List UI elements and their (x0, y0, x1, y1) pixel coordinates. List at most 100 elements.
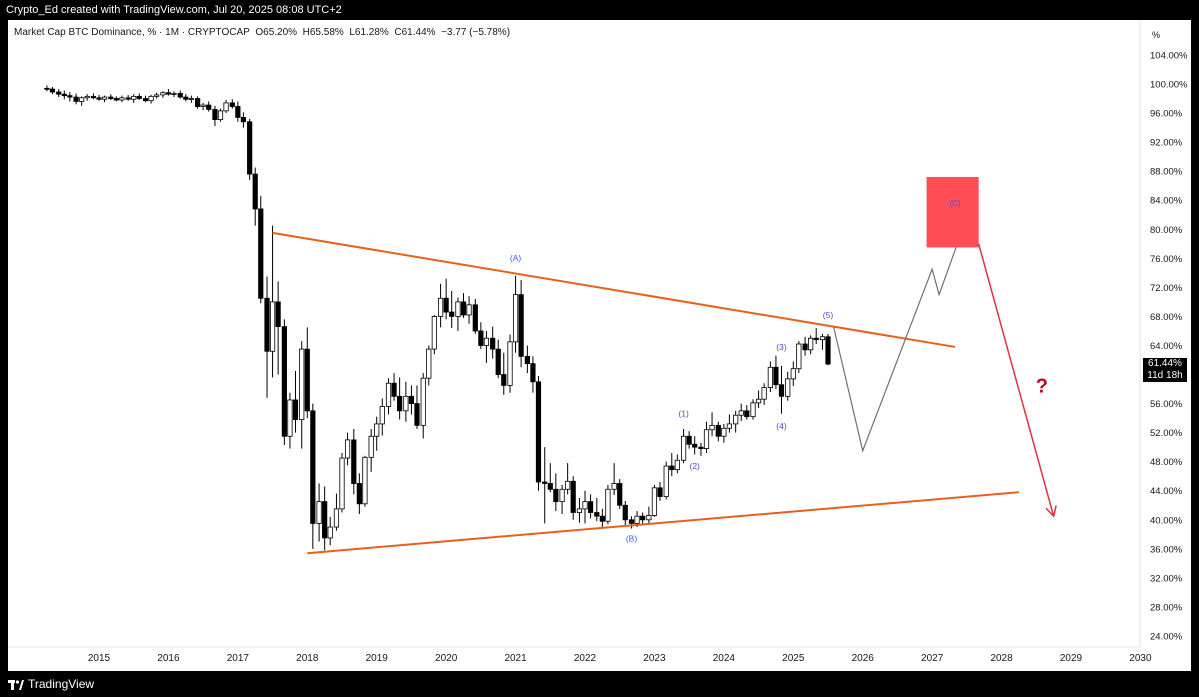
candle-body (49, 88, 56, 93)
wave-label: (4) (776, 421, 787, 431)
time-tick-label: 2023 (643, 653, 666, 664)
projection-path[interactable] (832, 232, 962, 453)
candle-body (403, 395, 409, 412)
candle-body (698, 446, 704, 450)
candle (322, 486, 328, 551)
candle-body (420, 377, 426, 426)
candle-body (490, 337, 496, 350)
candle-body (587, 501, 594, 513)
candle-body (235, 106, 241, 118)
candle (67, 91, 73, 102)
open-value: O65.20% (255, 27, 298, 38)
candle-body (125, 97, 131, 100)
candle-body (379, 406, 385, 425)
wave-label: (A) (510, 253, 522, 263)
candle-body (292, 399, 299, 420)
candle-body (773, 366, 779, 386)
candle-body (304, 348, 310, 412)
candle-body (183, 96, 189, 100)
trendline[interactable] (272, 231, 956, 348)
candle (90, 93, 97, 100)
candle (183, 94, 189, 102)
brand-name: TradingView (28, 677, 95, 691)
candle (761, 383, 767, 406)
trendline[interactable] (307, 491, 1020, 555)
candle-body (733, 414, 739, 425)
time-tick-label: 2016 (157, 653, 180, 664)
high-value: H65.58% (302, 27, 344, 38)
candle (154, 92, 160, 99)
candle-body (466, 304, 472, 316)
candle-body (426, 348, 432, 379)
candle (605, 484, 611, 525)
price-tick-label: 48.00% (1150, 457, 1183, 468)
candle-body (657, 487, 663, 497)
time-tick-label: 2022 (574, 653, 597, 664)
chart-area[interactable] (8, 20, 1191, 671)
candle (767, 361, 773, 392)
candle-body (692, 443, 698, 448)
candle (455, 297, 461, 331)
candle-body (131, 95, 137, 100)
candle-body (703, 429, 710, 450)
price-tick-label: 76.00% (1150, 254, 1183, 265)
time-tick-label: 2026 (852, 653, 875, 664)
question-mark: ? (1036, 376, 1048, 398)
candle-body (229, 102, 235, 107)
candle (483, 330, 490, 363)
candle (709, 412, 715, 437)
candle (785, 371, 791, 401)
candle-body (90, 95, 97, 99)
candle-body (310, 410, 316, 524)
candle (403, 381, 409, 422)
candle (698, 442, 704, 456)
candle-body (785, 378, 791, 397)
candle-body (240, 117, 247, 123)
candle (136, 93, 142, 100)
candle (825, 333, 831, 366)
candle-body (802, 343, 808, 351)
price-axis[interactable]: % 104.00% 100.00% 96.00% 92.00% 88.00% 84.00% 8… (1139, 20, 1188, 647)
price-tick-label: 68.00% (1150, 312, 1183, 323)
candle-body (264, 297, 270, 352)
candle-body (726, 423, 733, 429)
candle-body (750, 402, 756, 418)
down-arrow-line[interactable] (977, 243, 1055, 517)
candle-body (61, 93, 67, 97)
candle-body (651, 487, 658, 516)
drawings[interactable]: (C)? (A) (B) (1) (2) (3) (4) (5) (272, 176, 1057, 555)
price-tick-label: 36.00% (1150, 544, 1183, 555)
candle-body (542, 481, 548, 484)
candle (275, 281, 281, 375)
candle-body (351, 439, 357, 484)
candle-body (431, 316, 437, 350)
candle (287, 392, 293, 449)
candle (674, 454, 680, 474)
candle-body (819, 336, 826, 341)
candle-body (165, 92, 172, 95)
candle (576, 498, 583, 523)
change-value: −3.77 (−5.78%) (441, 27, 511, 38)
candle (738, 403, 744, 422)
candle (819, 333, 826, 350)
candle-body (333, 508, 340, 528)
candle (160, 91, 166, 98)
candle (397, 377, 403, 420)
candle-body (200, 104, 206, 107)
bottom-brand-bar: TradingView (0, 671, 1199, 697)
time-axis[interactable]: 2015 2016 2017 2018 2019 2020 2021 2022 2023 2024… (8, 646, 1152, 664)
candle-body (258, 208, 264, 299)
wave-label: (3) (776, 342, 787, 352)
tradingview-logo-icon (8, 671, 24, 697)
candle-body (84, 95, 90, 99)
candle (594, 498, 600, 522)
candle (113, 96, 119, 102)
target-zone-box[interactable] (926, 176, 979, 248)
candle-body (269, 301, 276, 352)
candle-body (709, 424, 715, 431)
candle-body (327, 526, 333, 539)
time-tick-label: 2024 (713, 653, 736, 664)
candle-body (565, 480, 571, 490)
candle-body (680, 435, 687, 461)
